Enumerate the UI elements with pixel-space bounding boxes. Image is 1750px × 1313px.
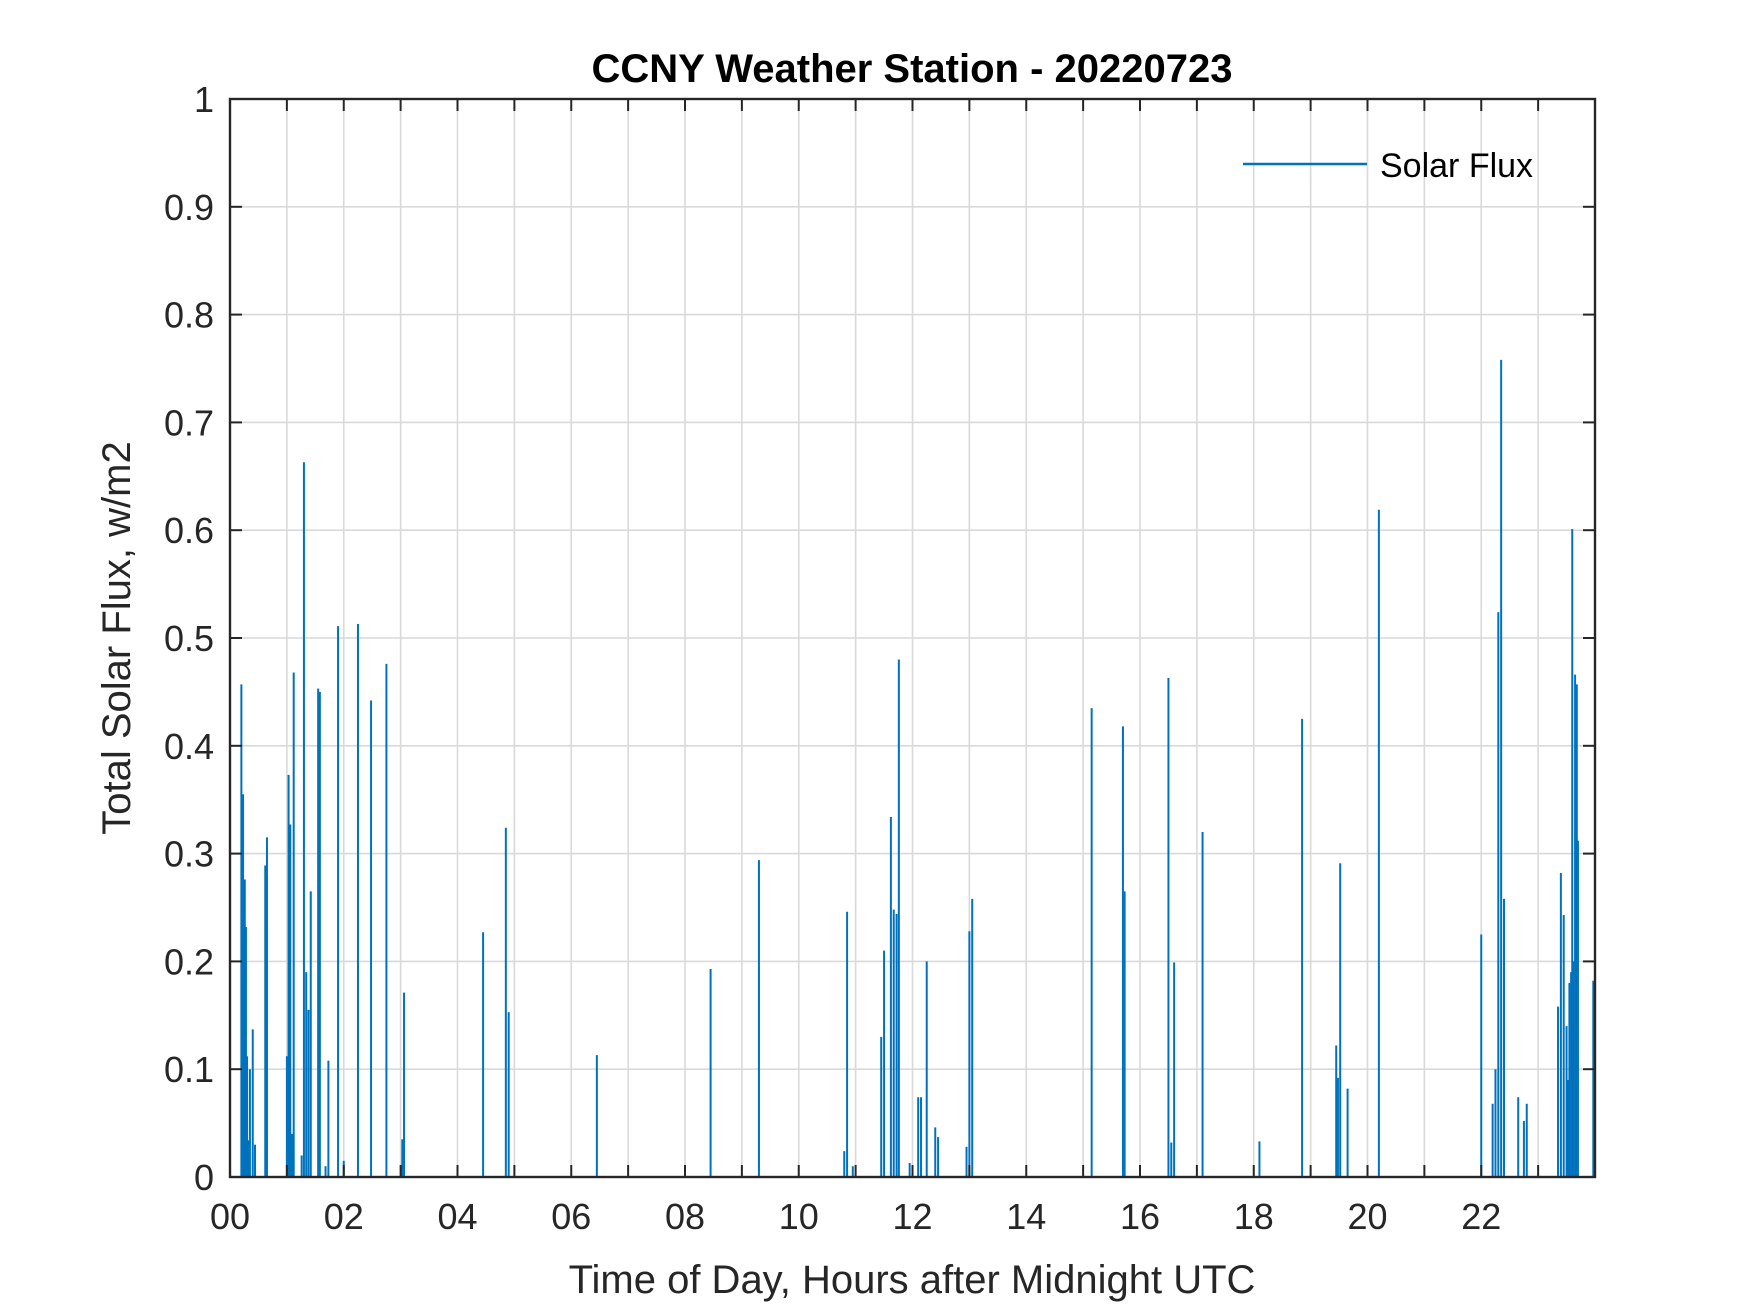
- x-tick-label: 22: [1461, 1196, 1501, 1237]
- y-tick-label: 0.7: [164, 402, 214, 443]
- y-tick-label: 0.4: [164, 726, 214, 767]
- y-axis-label: Total Solar Flux, w/m2: [95, 441, 139, 834]
- y-tick-label: 0: [194, 1157, 214, 1198]
- y-tick-label: 0.8: [164, 295, 214, 336]
- x-tick-label: 20: [1347, 1196, 1387, 1237]
- x-axis-label: Time of Day, Hours after Midnight UTC: [569, 1258, 1256, 1302]
- y-tick-label: 0.1: [164, 1049, 214, 1090]
- x-tick-label: 12: [892, 1196, 932, 1237]
- x-tick-label: 16: [1120, 1196, 1160, 1237]
- x-tick-label: 18: [1234, 1196, 1274, 1237]
- x-tick-labels: 00 02 04 06 08 10 12 14 16 18 20 22: [210, 1196, 1501, 1237]
- axis-ticks: [230, 98, 1595, 1178]
- data-bars: [240, 359, 1595, 1177]
- grid-lines: [230, 99, 1595, 1177]
- y-tick-labels: 0 0.1 0.2 0.3 0.4 0.5 0.6 0.7 0.8 0.9 1: [164, 79, 214, 1198]
- legend: Solar Flux: [1243, 147, 1533, 185]
- x-tick-label: 14: [1006, 1196, 1046, 1237]
- y-tick-label: 0.5: [164, 618, 214, 659]
- x-tick-label: 08: [665, 1196, 705, 1237]
- x-tick-label: 10: [779, 1196, 819, 1237]
- x-tick-label: 06: [551, 1196, 591, 1237]
- y-tick-label: 0.2: [164, 941, 214, 982]
- y-tick-label: 0.9: [164, 187, 214, 228]
- y-tick-label: 0.6: [164, 510, 214, 551]
- legend-entry-label: Solar Flux: [1380, 147, 1533, 185]
- x-tick-label: 04: [437, 1196, 477, 1237]
- y-tick-label: 1: [194, 79, 214, 120]
- y-tick-label: 0.3: [164, 834, 214, 875]
- chart-title: CCNY Weather Station - 20220723: [592, 47, 1233, 91]
- x-tick-label: 02: [324, 1196, 364, 1237]
- x-tick-label: 00: [210, 1196, 250, 1237]
